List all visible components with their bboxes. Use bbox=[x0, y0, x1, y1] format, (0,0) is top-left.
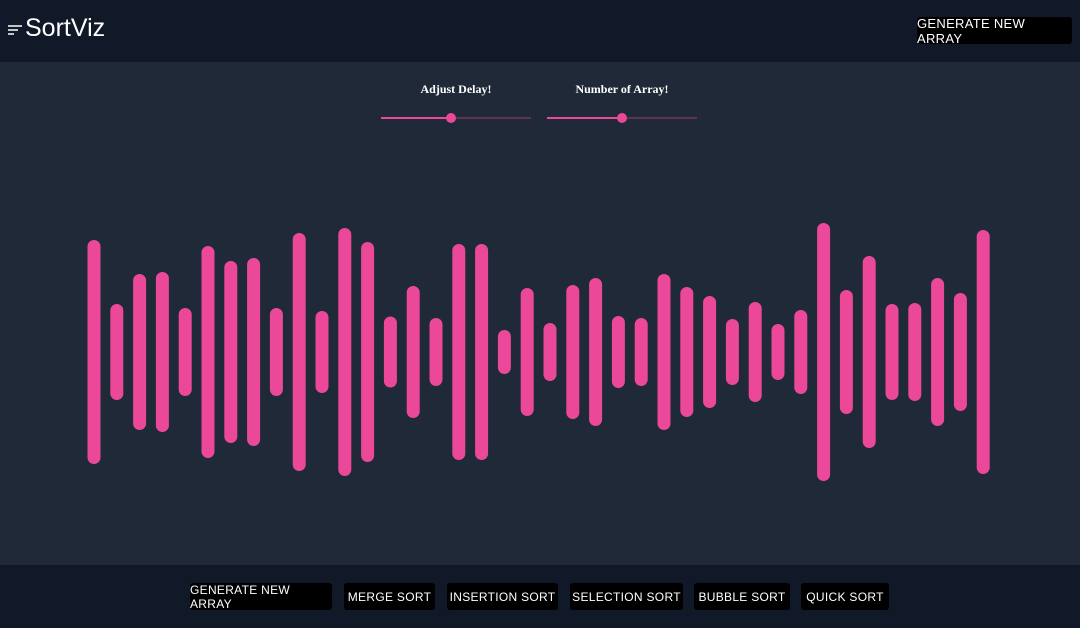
array-bar bbox=[292, 233, 306, 471]
array-bar bbox=[794, 310, 808, 394]
array-bar bbox=[931, 278, 945, 426]
array-bar bbox=[543, 323, 557, 381]
array-bar bbox=[201, 246, 215, 458]
footer: GENERATE NEW ARRAY MERGE SORT INSERTION SO… bbox=[0, 565, 1080, 628]
generate-button[interactable]: GENERATE NEW ARRAY bbox=[917, 16, 1072, 46]
sort-button[interactable]: MERGE SORT bbox=[344, 583, 435, 610]
array-bar bbox=[862, 256, 876, 448]
array-bar bbox=[520, 288, 534, 416]
array-bar bbox=[703, 296, 717, 408]
size-slider-thumb[interactable] bbox=[617, 113, 627, 123]
array-bar bbox=[611, 316, 625, 388]
sort-button[interactable]: GENERATE NEW ARRAY bbox=[190, 583, 332, 611]
array-bar bbox=[771, 324, 785, 380]
array-bar bbox=[224, 261, 238, 443]
delay-slider-thumb[interactable] bbox=[446, 113, 456, 123]
array-bar bbox=[247, 258, 261, 446]
array-bar bbox=[452, 244, 466, 460]
array-bar bbox=[497, 330, 511, 374]
array-bar bbox=[657, 274, 671, 430]
array-bar bbox=[429, 318, 443, 386]
array-bar bbox=[315, 311, 329, 393]
array-bar bbox=[383, 316, 397, 388]
array-bar bbox=[361, 242, 375, 462]
sort-button[interactable]: QUICK SORT bbox=[801, 583, 889, 610]
array-bar bbox=[725, 319, 739, 385]
array-bar bbox=[953, 293, 967, 411]
array-bar bbox=[976, 230, 990, 474]
array-bar bbox=[338, 228, 352, 476]
array-bar bbox=[817, 223, 831, 481]
visualizer bbox=[87, 113, 990, 481]
logo: SortViz bbox=[25, 14, 106, 42]
array-bar bbox=[908, 303, 922, 401]
array-bar bbox=[566, 285, 580, 419]
array-bar bbox=[634, 318, 648, 386]
sort-button[interactable]: SELECTION SORT bbox=[570, 583, 683, 610]
sort-button[interactable]: BUBBLE SORT bbox=[694, 583, 790, 610]
sort-button[interactable]: INSERTION SORT bbox=[447, 583, 558, 610]
array-bar bbox=[475, 244, 489, 460]
array-bar bbox=[178, 308, 192, 396]
array-bar bbox=[680, 287, 694, 417]
array-bar bbox=[110, 304, 124, 400]
array-bar bbox=[406, 286, 420, 418]
array-bar bbox=[589, 278, 603, 426]
array-bar bbox=[748, 302, 762, 402]
array-bar bbox=[133, 274, 147, 430]
array-bar bbox=[885, 304, 899, 400]
header: SortViz GENERATE NEW ARRAY bbox=[0, 0, 1080, 62]
size-label: Number of Array! bbox=[575, 82, 669, 96]
array-bar bbox=[839, 290, 853, 414]
array-bar bbox=[269, 308, 283, 396]
menu-icon[interactable] bbox=[8, 25, 22, 35]
array-bar bbox=[155, 272, 169, 432]
array-bar bbox=[87, 240, 101, 464]
delay-label: Adjust Delay! bbox=[420, 82, 492, 96]
